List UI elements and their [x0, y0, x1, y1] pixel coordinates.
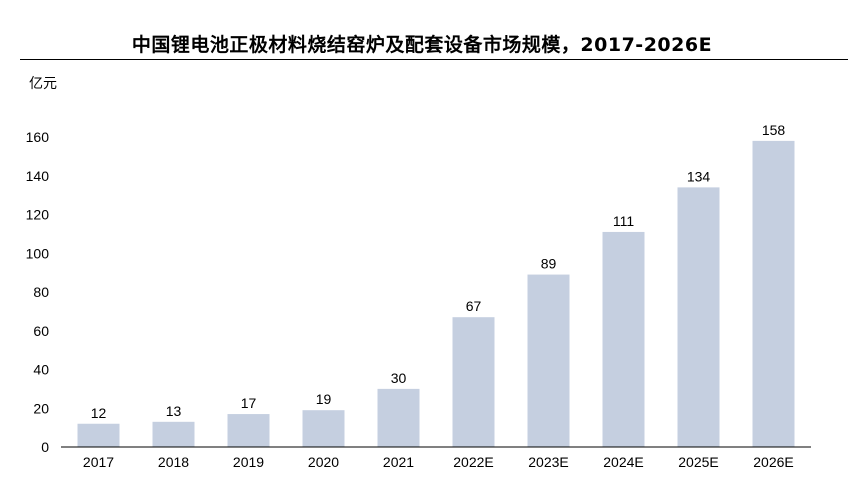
bar [227, 414, 270, 447]
x-tick-label: 2026E [753, 454, 793, 470]
data-label: 13 [166, 403, 182, 419]
x-tick-label: 2018 [158, 454, 189, 470]
y-tick-label: 160 [26, 129, 50, 145]
bar [302, 410, 345, 447]
data-label: 67 [466, 298, 482, 314]
data-label: 158 [762, 122, 786, 138]
x-tick-label: 2020 [308, 454, 339, 470]
y-tick-label: 80 [33, 284, 49, 300]
x-tick-label: 2022E [453, 454, 493, 470]
bar [77, 423, 120, 447]
bar [602, 231, 645, 447]
bar [527, 274, 570, 447]
y-tick-label: 120 [26, 207, 50, 223]
y-tick-label: 0 [41, 439, 49, 455]
y-tick-label: 100 [26, 245, 50, 261]
chart-title: 中国锂电池正极材料烧结窑炉及配套设备市场规模，2017-2026E [131, 34, 713, 56]
data-label: 134 [687, 168, 711, 184]
y-tick-label: 140 [26, 168, 50, 184]
data-label: 17 [241, 395, 257, 411]
data-label: 12 [91, 405, 107, 421]
title-underline [20, 59, 848, 60]
data-label: 19 [316, 391, 332, 407]
bar [377, 388, 420, 447]
y-tick-label: 60 [33, 323, 49, 339]
bar [452, 317, 495, 447]
x-tick-label: 2025E [678, 454, 718, 470]
x-tick-label: 2019 [233, 454, 264, 470]
bar [152, 421, 195, 447]
y-tick-label: 20 [33, 400, 49, 416]
data-label: 89 [541, 256, 557, 272]
x-tick-label: 2023E [528, 454, 568, 470]
x-tick-label: 2017 [83, 454, 114, 470]
x-tick-label: 2024E [603, 454, 643, 470]
bar [752, 140, 795, 447]
data-label: 111 [613, 213, 634, 229]
data-label: 30 [391, 370, 407, 386]
x-tick-label: 2021 [383, 454, 414, 470]
y-axis-unit-label: 亿元 [29, 76, 57, 92]
y-tick-label: 40 [33, 362, 49, 378]
bar [677, 187, 720, 447]
